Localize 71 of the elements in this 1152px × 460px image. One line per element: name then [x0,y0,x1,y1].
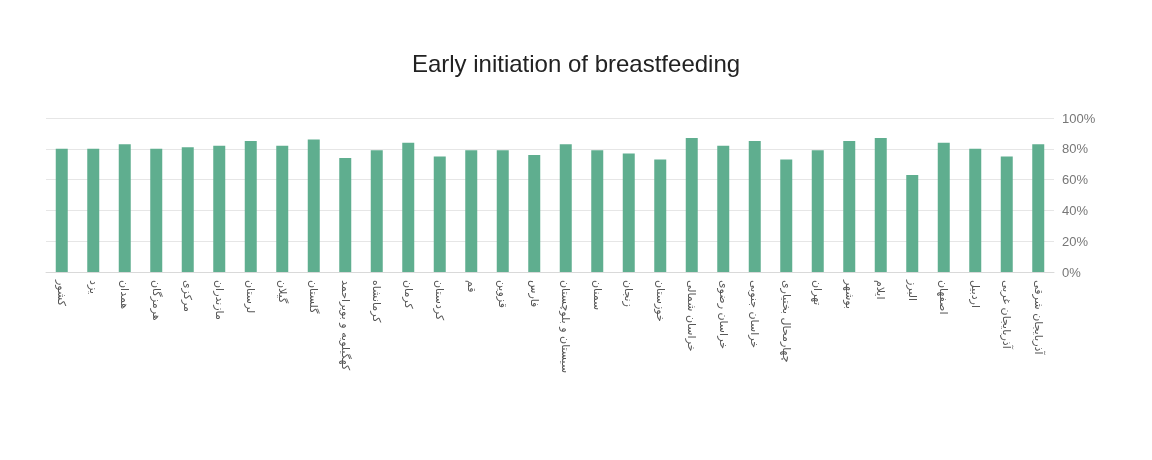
bar [402,142,415,272]
bar [937,142,950,272]
x-tick-label: آذربایجان شرقی [1031,280,1046,356]
x-tick-label: بوشهر [842,279,856,310]
x-tick-label: تهران [811,280,825,306]
x-tick-label: زنجان [622,280,636,307]
chart-title: Early initiation of breastfeeding [411,49,741,77]
x-tick-label: قزوین [496,280,510,309]
bar [622,153,635,272]
bar [370,150,383,272]
x-tick-label: خراسان شمالی [685,280,699,352]
bar [433,156,446,272]
y-tick-label: 60% [1062,172,1089,188]
y-tick-label: 40% [1062,202,1089,218]
x-tick-label: سیستان و بلوچستان [559,280,573,374]
bar [748,141,761,272]
y-tick-label: 100% [1062,110,1096,126]
bar [307,139,320,272]
x-tick-label: سمنان [590,280,604,311]
bar [244,141,257,272]
bar [87,148,100,272]
x-tick-label: فارس [527,280,541,308]
y-tick-label: 0% [1062,264,1082,280]
x-tick-label: ایلام [874,280,888,300]
y-tick-label: 20% [1062,233,1089,249]
bar [181,147,194,272]
x-tick-label: مازندران [212,280,226,320]
bar [276,145,289,272]
bar [1032,144,1045,272]
x-tick-label: کرمانشاه [370,280,384,324]
x-tick-label: کردستان [433,280,447,321]
x-tick-label: گیلان [275,280,289,304]
bar [969,148,982,272]
x-tick-label: کشور [55,279,69,307]
bar [843,141,856,272]
x-tick-label: آذربایجان غربی [1000,280,1015,350]
x-tick-label: گلستان [307,280,321,315]
bar [55,148,68,272]
bar [118,144,131,272]
bar [780,159,793,272]
x-tick-label: کهگیلویه و بویراحمد [338,280,352,371]
x-tick-label: هرمزگان [149,280,163,321]
x-tick-label: خراسان رضوی [716,280,730,350]
bar [906,174,919,272]
bar [811,150,824,272]
x-tick-label: لرستان [244,280,258,314]
bar [559,144,572,272]
bar [339,158,352,272]
x-tick-label: اصفهان [937,280,951,315]
x-tick-label: البرز [905,279,919,302]
bar [685,138,698,272]
y-tick-label: 80% [1062,141,1089,157]
x-tick-label: همدان [118,280,132,310]
x-tick-label: مرکزی [181,280,195,312]
bar [591,150,604,272]
bar [874,138,887,272]
x-tick-label: یزد [86,280,100,295]
bar [496,150,509,272]
x-tick-label: خراسان جنوبی [748,280,762,349]
x-tick-label: چهارمحال بختیاری [779,280,793,363]
x-tick-label: قم [464,280,478,293]
bar [465,150,478,272]
x-tick-label: کرمان [401,280,415,310]
bar [150,148,163,272]
bar [213,145,226,272]
bar [528,154,541,272]
x-tick-label: خوزستان [653,280,667,322]
bar [654,159,667,272]
bar [717,145,730,272]
x-tick-label: اردبیل [968,280,982,308]
bar [1000,156,1013,272]
